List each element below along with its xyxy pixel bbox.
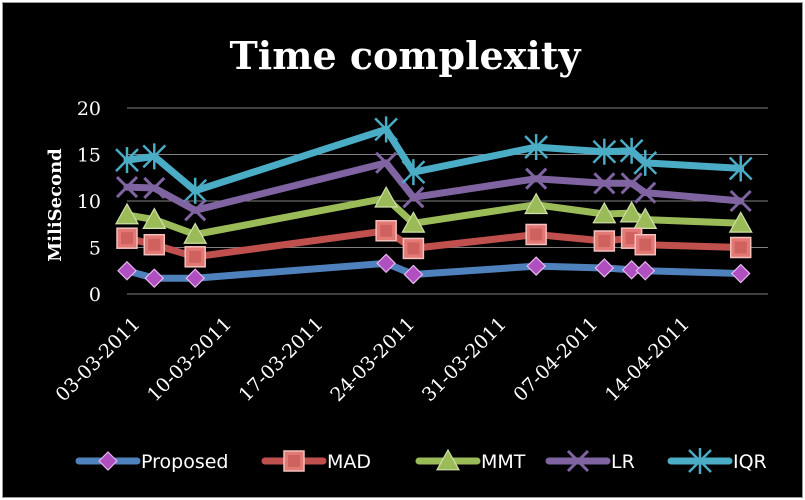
data-point-mad — [402, 237, 425, 260]
legend-label: LR — [611, 451, 635, 473]
data-point-lr — [402, 186, 425, 209]
y-tick-label: 10 — [77, 191, 101, 213]
data-point-proposed — [594, 258, 615, 278]
data-point-lr — [184, 199, 207, 222]
y-tick-label: 0 — [89, 284, 101, 306]
data-point-lr — [143, 176, 166, 200]
y-axis-title: MiliSecond — [45, 148, 66, 262]
legend-label: IQR — [733, 451, 767, 473]
series-lines — [123, 125, 745, 282]
data-point-mmt — [374, 185, 399, 208]
legend-label: MMT — [481, 451, 526, 473]
legend-item-iqr: IQR — [667, 448, 767, 474]
data-point-proposed — [526, 256, 546, 276]
legend-marker — [283, 450, 305, 472]
data-point-proposed — [117, 260, 137, 281]
legend-marker — [566, 449, 590, 473]
data-point-mad — [116, 227, 138, 249]
legend-item-lr: LR — [545, 449, 635, 473]
x-tick-label: 03-03-2011 — [52, 313, 145, 406]
y-tick-label: 5 — [89, 238, 101, 260]
data-point-mmt — [524, 192, 549, 215]
data-point-iqr — [374, 116, 399, 143]
data-point-proposed — [376, 253, 396, 274]
x-tick-label: 17-03-2011 — [235, 313, 328, 406]
data-point-proposed — [144, 268, 165, 289]
legend: Proposed MAD MMT LR IQR — [75, 448, 767, 474]
data-point-mmt — [592, 201, 617, 224]
data-point-proposed — [730, 263, 751, 284]
data-point-iqr — [142, 143, 167, 170]
y-tick-label: 15 — [77, 145, 101, 167]
data-point-lr — [525, 167, 548, 190]
chart-svg: Time complexity MiliSecond 0 5 10 15 20 03-0… — [45, 33, 768, 474]
data-point-mad — [184, 246, 206, 268]
data-point-lr — [634, 181, 657, 204]
data-point-iqr — [401, 159, 426, 186]
data-point-mad — [729, 236, 752, 259]
data-point-mad — [593, 230, 616, 252]
y-tick-label: 20 — [77, 98, 101, 120]
chart-title: Time complexity — [230, 33, 582, 78]
data-point-mmt — [619, 200, 644, 223]
data-point-iqr — [183, 177, 208, 204]
data-point-mad — [143, 233, 166, 256]
legend-item-mad: MAD — [261, 450, 371, 473]
legend-label: MAD — [327, 451, 371, 473]
x-tick-label: 24-03-2011 — [326, 313, 419, 406]
x-tick-label: 10-03-2011 — [143, 313, 236, 406]
x-tick-label: 07-04-2011 — [509, 313, 602, 406]
data-point-mmt — [728, 211, 753, 233]
data-point-mad — [634, 233, 657, 256]
data-point-lr — [375, 151, 398, 174]
data-point-proposed — [621, 259, 642, 280]
data-point-mmt — [633, 207, 658, 229]
series-markers — [114, 116, 753, 289]
data-point-lr — [620, 172, 643, 195]
x-tick-label: 14-04-2011 — [601, 313, 694, 406]
data-point-mmt — [142, 207, 167, 229]
legend-marker — [98, 451, 118, 471]
data-point-lr — [729, 189, 752, 213]
y-tick-labels: 0 5 10 15 20 — [77, 98, 101, 306]
data-point-iqr — [633, 149, 658, 176]
data-point-iqr — [115, 147, 139, 174]
legend-marker — [688, 448, 712, 474]
data-point-mmt — [401, 211, 426, 233]
data-point-lr — [115, 175, 139, 199]
data-point-iqr — [524, 134, 549, 161]
data-point-proposed — [635, 260, 656, 281]
data-point-mmt — [114, 202, 140, 225]
legend-label: Proposed — [141, 451, 228, 473]
data-point-iqr — [728, 155, 753, 182]
x-tick-label: 31-03-2011 — [418, 313, 511, 406]
series-line-lr — [123, 159, 745, 214]
data-point-proposed — [185, 268, 206, 289]
data-point-mad — [525, 223, 547, 246]
data-point-iqr — [592, 138, 617, 165]
data-point-lr — [593, 172, 616, 195]
x-tick-labels: 03-03-201110-03-201117-03-201124-03-2011… — [52, 313, 694, 406]
legend-item-mmt: MMT — [415, 448, 526, 473]
legend-marker — [435, 448, 461, 471]
data-point-mad — [375, 220, 397, 242]
legend-item-proposed: Proposed — [75, 451, 228, 473]
data-point-mmt — [183, 222, 208, 244]
data-point-proposed — [403, 264, 424, 285]
